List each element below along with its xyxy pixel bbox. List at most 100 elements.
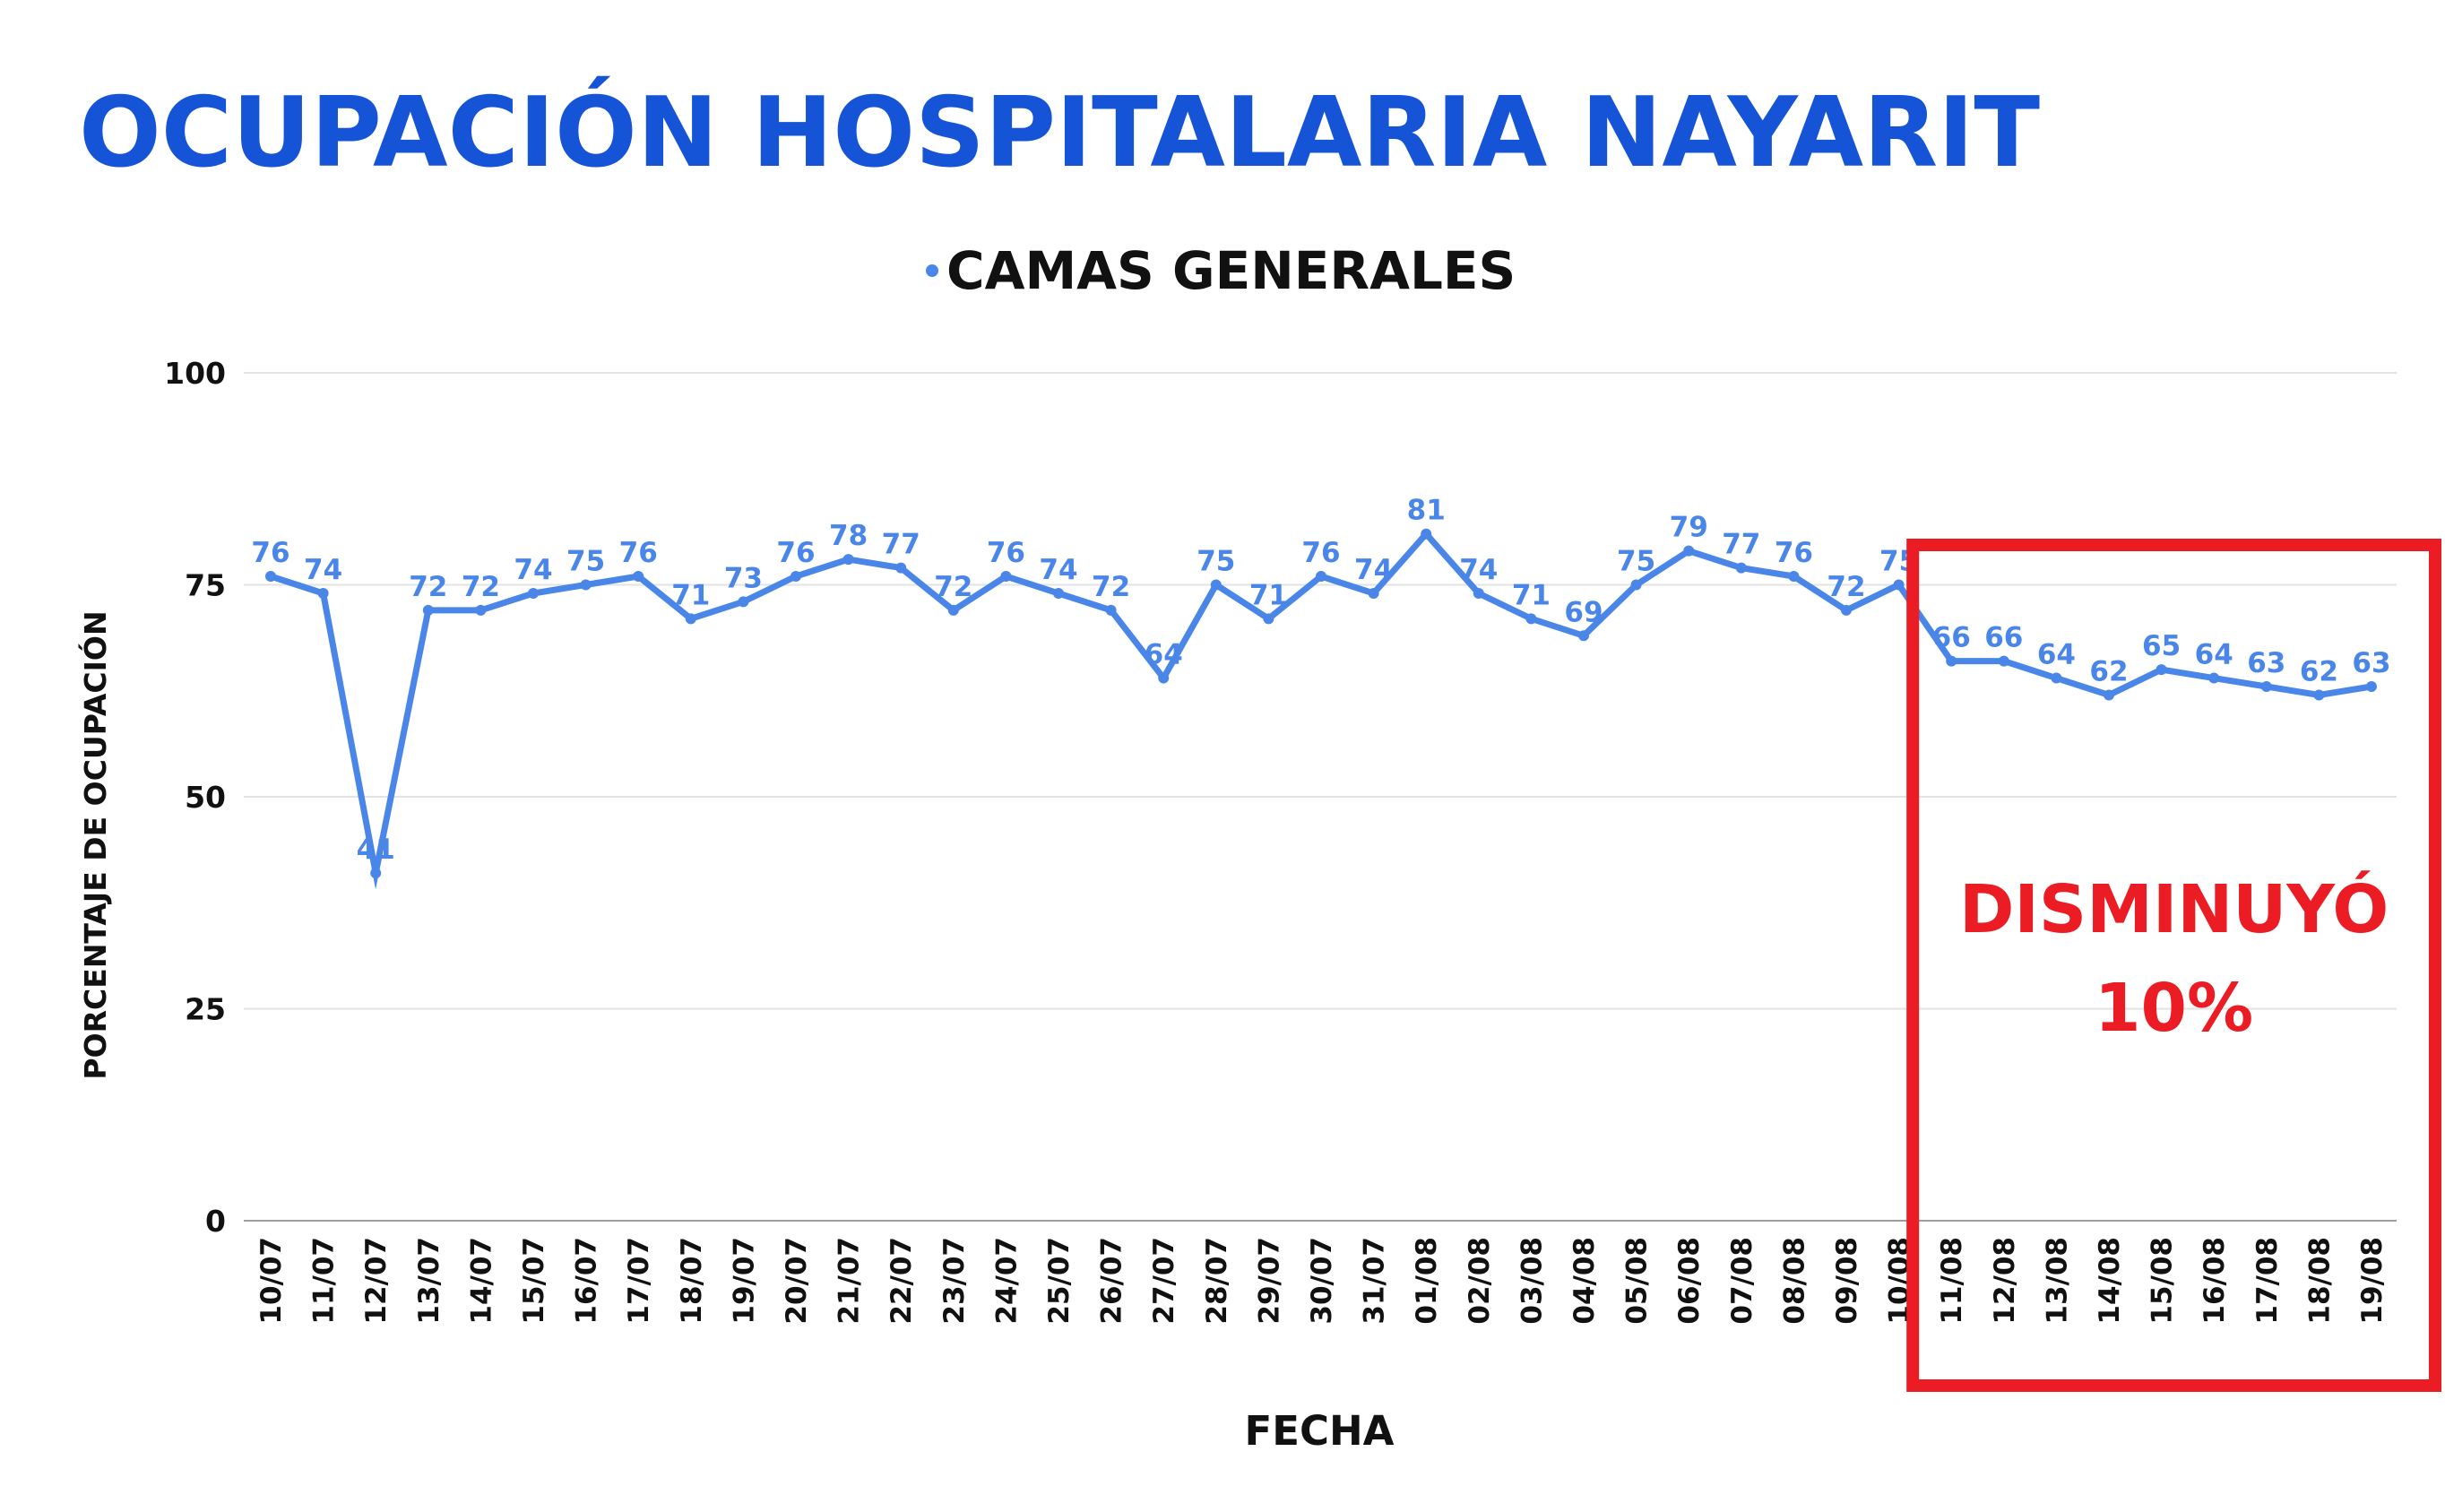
- x-tick-label: 17/08: [2251, 1237, 2284, 1325]
- data-point: [1473, 587, 1484, 599]
- data-label: 74: [1039, 554, 1077, 586]
- y-axis-ticks: 0 25 50 75 100: [164, 356, 226, 1239]
- data-label: 75: [1617, 546, 1655, 578]
- annotation-box: [1906, 539, 2441, 1392]
- x-tick-label: 18/07: [676, 1237, 708, 1325]
- y-tick-label: 0: [205, 1204, 226, 1239]
- data-point: [633, 571, 644, 583]
- data-point: [422, 604, 434, 616]
- x-tick-label: 27/07: [1148, 1237, 1180, 1325]
- x-tick-label: 15/07: [518, 1237, 550, 1325]
- x-tick-label: 19/07: [728, 1237, 760, 1325]
- y-tick-label: 75: [185, 568, 226, 603]
- data-label: 66: [1984, 622, 2023, 654]
- x-tick-label: 13/08: [2041, 1237, 2073, 1325]
- x-tick-label: 17/07: [623, 1237, 655, 1325]
- data-point: [1578, 630, 1589, 642]
- data-point: [1735, 562, 1747, 574]
- data-point: [1630, 579, 1642, 591]
- x-tick-label: 24/07: [990, 1237, 1023, 1325]
- data-label: 69: [1564, 596, 1603, 628]
- x-tick-label: 11/08: [1936, 1237, 1968, 1325]
- data-label: 76: [251, 537, 289, 569]
- data-label: 62: [2089, 655, 2128, 687]
- x-tick-label: 23/07: [938, 1237, 971, 1325]
- data-point: [947, 604, 959, 616]
- data-point: [2208, 672, 2220, 684]
- x-tick-label: 26/07: [1096, 1237, 1128, 1325]
- data-label: 73: [724, 562, 763, 594]
- data-label: 76: [1301, 537, 1340, 569]
- data-label: 72: [1092, 571, 1130, 603]
- data-label: 64: [2037, 639, 2076, 671]
- data-point: [2104, 689, 2114, 701]
- data-label: 72: [462, 571, 500, 603]
- chart-title: OCUPACIÓN HOSPITALARIA NAYARIT: [79, 75, 2040, 189]
- x-tick-label: 01/08: [1411, 1237, 1443, 1325]
- data-point: [1105, 604, 1117, 616]
- y-tick-label: 100: [164, 356, 226, 391]
- data-label: 76: [619, 537, 658, 569]
- data-point: [738, 596, 749, 608]
- data-point: [1893, 579, 1905, 591]
- data-point: [1841, 604, 1852, 616]
- y-tick-label: 50: [185, 780, 226, 815]
- x-tick-label: 10/07: [255, 1237, 288, 1325]
- x-tick-label: 07/08: [1726, 1237, 1758, 1325]
- data-point: [1053, 587, 1064, 599]
- data-label: 62: [2300, 655, 2338, 687]
- x-tick-label: 14/08: [2094, 1237, 2126, 1325]
- data-point: [2260, 681, 2272, 693]
- annotation-text-line1: DISMINUYÓ: [1959, 869, 2389, 948]
- x-tick-label: 08/08: [1778, 1237, 1810, 1325]
- x-tick-label: 02/08: [1464, 1237, 1496, 1325]
- x-tick-label: 03/08: [1516, 1237, 1548, 1325]
- data-labels: 76 74 41 72 72 74 75 76 71 73 76 78 77 72 76 74 72 64 75 71…: [251, 495, 2390, 866]
- data-label: 77: [882, 529, 920, 561]
- x-tick-label: 18/08: [2303, 1237, 2336, 1325]
- data-point: [2366, 681, 2377, 693]
- x-tick-label: 09/08: [1831, 1237, 1863, 1325]
- x-tick-label: 14/07: [465, 1237, 497, 1325]
- data-point: [895, 562, 907, 574]
- data-point: [842, 554, 854, 566]
- x-axis-title: FECHA: [1245, 1407, 1395, 1455]
- data-point: [1316, 571, 1326, 583]
- legend-marker: [926, 264, 938, 277]
- data-point: [685, 613, 696, 625]
- x-tick-label: 19/08: [2356, 1237, 2389, 1325]
- data-label: 79: [1670, 512, 1708, 544]
- x-tick-label: 05/08: [1621, 1237, 1654, 1325]
- data-point: [1946, 655, 1957, 667]
- data-label: 66: [1932, 622, 1971, 654]
- x-tick-label: 28/07: [1201, 1237, 1233, 1325]
- data-label: 76: [1775, 537, 1813, 569]
- data-point: [1000, 571, 1012, 583]
- data-label: 64: [2195, 639, 2233, 671]
- annotation: DISMINUYÓ 10%: [1906, 539, 2441, 1392]
- data-label: 74: [1459, 554, 1498, 586]
- data-label: 74: [514, 554, 552, 586]
- data-label: 72: [1827, 571, 1865, 603]
- data-point: [317, 587, 329, 599]
- x-tick-label: 20/07: [781, 1237, 813, 1325]
- data-point: [2051, 672, 2062, 684]
- data-point: [1525, 613, 1537, 625]
- data-label: 63: [2352, 647, 2390, 679]
- data-label: 63: [2247, 647, 2285, 679]
- data-label: 76: [987, 537, 1025, 569]
- data-point: [2313, 689, 2325, 701]
- data-label: 64: [1145, 639, 1183, 671]
- x-tick-label: 16/07: [571, 1237, 603, 1325]
- x-tick-label: 25/07: [1043, 1237, 1076, 1325]
- data-label: 65: [2142, 630, 2181, 662]
- data-point: [370, 868, 382, 879]
- data-label: 72: [934, 571, 972, 603]
- data-point: [580, 579, 592, 591]
- annotation-text-line2: 10%: [2095, 970, 2253, 1047]
- data-label: 74: [304, 554, 342, 586]
- data-point: [1263, 613, 1274, 625]
- y-axis-title: PORCENTAJE DE OCUPACIÓN: [77, 610, 113, 1079]
- data-point: [265, 571, 276, 583]
